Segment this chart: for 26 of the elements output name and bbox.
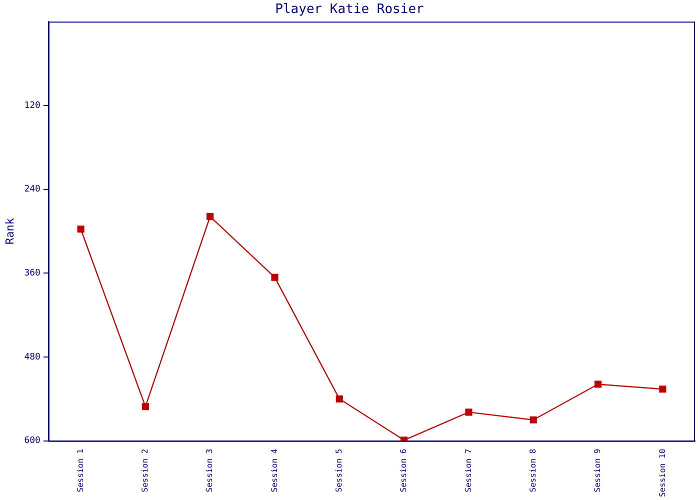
point	[142, 403, 149, 410]
x-tick-label: Session 2	[140, 448, 150, 492]
y-tick-label: 360	[24, 268, 40, 278]
x-tick-label: Session 1	[76, 448, 85, 492]
x-tick-label: Session 9	[593, 448, 602, 492]
x-tick-label: Session 3	[205, 448, 214, 492]
point	[465, 408, 472, 416]
x-tick-label: Session 10	[658, 448, 667, 498]
point	[206, 213, 214, 220]
chart-title: Player Katie Rosier	[275, 2, 424, 18]
x-tick-label: Session 4	[270, 448, 279, 492]
x-tick-label: Session 5	[334, 448, 344, 492]
point	[77, 226, 84, 233]
y-tick-label: 120	[24, 100, 40, 111]
x-tick-label: Session 6	[399, 448, 408, 492]
point	[594, 380, 602, 388]
point	[659, 386, 666, 393]
point	[530, 416, 537, 424]
point	[271, 274, 278, 281]
y-tick-label: 600	[24, 436, 40, 446]
y-tick-label: 480	[24, 352, 40, 362]
x-tick-label: Session 7	[464, 448, 473, 492]
y-axis-title: Rank	[3, 218, 16, 244]
y-tick-label: 240	[24, 184, 40, 195]
x-tick-label: Session 8	[528, 448, 538, 492]
point	[336, 395, 343, 402]
